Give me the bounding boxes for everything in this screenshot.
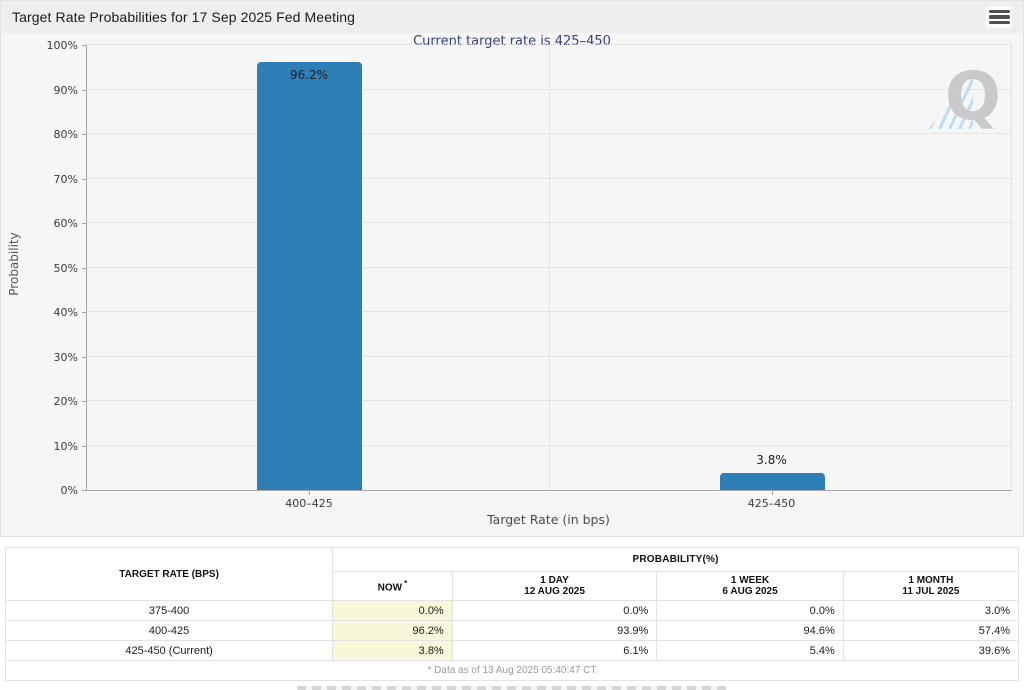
watermark-q-letter: Q [944, 58, 1001, 135]
bar-425–450[interactable] [719, 473, 825, 490]
table-row: 400-425 96.2% 93.9% 94.6% 57.4% [4, 620, 1020, 641]
x-axis-tick [771, 490, 773, 495]
y-axis-tick [82, 45, 87, 46]
menu-bar [988, 20, 1010, 25]
bar-400–425[interactable] [257, 61, 362, 490]
col-header-probability: PROBABILITY(%) [332, 547, 1019, 572]
table-row: 375-400 0.0% 0.0% 0.0% 3.0% [4, 600, 1020, 621]
y-axis-tick [82, 356, 87, 358]
probability-cell: 39.6% [842, 640, 1020, 661]
gridline [87, 222, 1012, 223]
col-header-1week: 1 WEEK 6 AUG 2025 [656, 571, 844, 601]
gridline [87, 44, 1012, 45]
probability-cell: 5.4% [656, 640, 844, 661]
table-sub-header-row: NOW * 1 DAY 12 AUG 2025 1 WEEK 6 AUG 2025… [6, 571, 1020, 601]
probability-now-cell: 96.2% [332, 620, 453, 641]
y-axis-tick [82, 490, 87, 491]
menu-bar [988, 9, 1010, 14]
y-tick-label: 0% [60, 484, 78, 497]
bar-value-label: 3.8% [756, 453, 787, 468]
y-tick-label: 50% [53, 261, 78, 275]
gridline [87, 266, 1012, 268]
y-tick-label: 10% [53, 439, 78, 453]
x-tick-label: 400–425 [285, 497, 333, 510]
bar-value-label: 96.2% [289, 67, 329, 82]
col-header-now: NOW * [332, 571, 453, 601]
probability-cell: 0.0% [451, 600, 658, 621]
col-header-1month: 1 MONTH 11 JUL 2025 [842, 571, 1020, 601]
y-tick-label: 100% [46, 39, 78, 52]
col-header-1month-label: 1 MONTH [908, 575, 954, 586]
col-header-1week-label: 1 WEEK [730, 575, 770, 586]
probability-table: TARGET RATE (BPS) PROBABILITY(%) NOW * 1 … [4, 547, 1020, 681]
probability-cell: 6.1% [451, 640, 658, 661]
data-as-of-note: * Data as of 13 Aug 2025 05:40:47 CT [5, 660, 1019, 681]
clipped-footer-text [297, 686, 727, 690]
chart-panel: Target Rate Probabilities for 17 Sep 202… [0, 0, 1024, 537]
gridline [87, 400, 1012, 401]
y-axis-title: Probability [7, 232, 21, 296]
hamburger-menu-icon[interactable] [986, 6, 1012, 28]
col-header-now-label: NOW [377, 582, 403, 594]
probability-now-cell: 3.8% [332, 640, 453, 661]
gridline-vertical [1011, 45, 1012, 490]
rate-range-cell: 400-425 [4, 620, 334, 641]
y-axis-tick [82, 134, 87, 135]
col-header-target-rate: TARGET RATE (BPS) [4, 547, 334, 601]
menu-bar [988, 15, 1010, 19]
x-axis-title: Target Rate (in bps) [487, 512, 610, 527]
y-tick-label: 30% [53, 350, 78, 364]
y-axis-tick [82, 445, 87, 447]
y-axis-tick [82, 267, 87, 269]
gridline [87, 311, 1012, 312]
col-header-1month-date: 11 JUL 2025 [902, 586, 960, 597]
titlebar: Target Rate Probabilities for 17 Sep 202… [1, 1, 1023, 33]
rate-range-cell: 375-400 [4, 600, 334, 621]
rate-range-cell: 425-450 (Current) [4, 640, 334, 661]
col-header-1week-date: 6 AUG 2025 [722, 586, 778, 597]
y-tick-label: 20% [53, 395, 78, 408]
probability-cell: 0.0% [656, 600, 844, 621]
y-tick-label: 90% [53, 83, 78, 97]
y-axis-tick [82, 89, 87, 91]
quikstrike-watermark-icon: Q [929, 57, 1007, 142]
current-target-rate-subtitle: Current target rate is 425–450 [413, 34, 611, 49]
probability-cell: 3.0% [842, 600, 1020, 621]
y-tick-label: 60% [53, 217, 78, 230]
y-axis-tick [82, 178, 87, 180]
y-tick-label: 70% [53, 172, 78, 186]
table-group-header-row: TARGET RATE (BPS) PROBABILITY(%) [4, 547, 1019, 601]
x-axis-tick [309, 490, 310, 495]
gridline [87, 133, 1012, 134]
gridline [87, 355, 1012, 357]
gridline [87, 177, 1012, 179]
gridline-vertical [548, 45, 550, 490]
plot-area: 0% 10% 20% 30% 40% 50% 60% 70% 80% 90% 100% 96.2% 40… [47, 39, 1012, 510]
table-row: 425-450 (Current) 3.8% 6.1% 5.4% 39.6% [4, 640, 1020, 661]
col-header-1day: 1 DAY 12 AUG 2025 [451, 571, 658, 601]
probability-cell: 94.6% [656, 620, 844, 641]
x-tick-label: 425–450 [747, 497, 796, 510]
probability-now-cell: 0.0% [332, 600, 453, 621]
col-header-1day-label: 1 DAY [540, 575, 569, 586]
y-axis-tick [82, 223, 87, 224]
probability-cell: 57.4% [842, 620, 1020, 641]
y-axis-tick [82, 312, 87, 313]
page-title: Target Rate Probabilities for 17 Sep 202… [12, 9, 356, 25]
y-axis-tick [82, 401, 87, 402]
col-header-1day-date: 12 AUG 2025 [524, 586, 585, 597]
y-tick-label: 40% [53, 306, 78, 319]
table-footnote-row: * Data as of 13 Aug 2025 05:40:47 CT [5, 660, 1019, 681]
gridline [87, 88, 1012, 90]
probability-cell: 93.9% [451, 620, 658, 641]
y-tick-label: 80% [53, 128, 78, 141]
rate-table-body: 375-400 0.0% 0.0% 0.0% 3.0% 400-425 96.2% 93.9%… [4, 600, 1020, 661]
gridline [87, 444, 1012, 446]
now-asterisk: * [404, 578, 408, 588]
